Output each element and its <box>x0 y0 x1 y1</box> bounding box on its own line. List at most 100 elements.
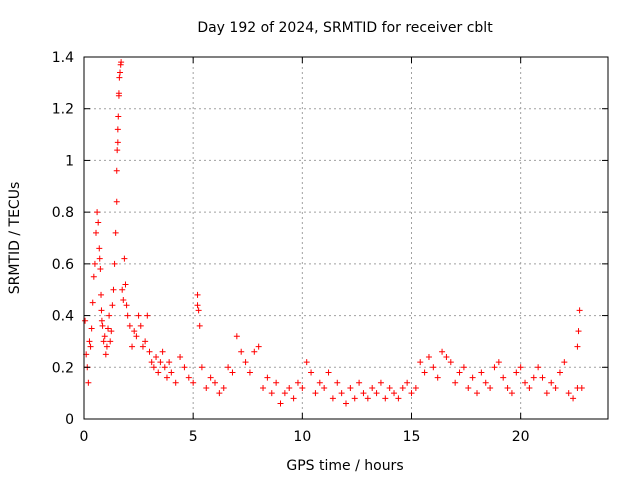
data-point <box>334 379 341 386</box>
data-point <box>421 369 428 376</box>
data-point <box>395 395 402 402</box>
data-point <box>195 307 202 314</box>
data-point <box>364 395 371 402</box>
data-point <box>137 322 144 329</box>
data-point <box>113 167 120 174</box>
data-point <box>277 400 284 407</box>
x-axis-label: GPS time / hours <box>286 458 403 474</box>
data-point <box>113 198 120 205</box>
data-point <box>116 74 123 81</box>
data-point <box>120 297 127 304</box>
grid <box>84 57 608 419</box>
data-point <box>482 379 489 386</box>
data-point <box>465 384 472 391</box>
plot-frame <box>83 56 609 420</box>
data-point <box>329 395 336 402</box>
data-point <box>157 359 164 366</box>
data-point <box>242 359 249 366</box>
data-point <box>391 390 398 397</box>
data-point <box>103 343 110 350</box>
data-point <box>163 374 170 381</box>
data-point <box>434 374 441 381</box>
data-point <box>94 209 101 216</box>
data-point <box>225 364 232 371</box>
data-point <box>369 384 376 391</box>
data-point <box>548 379 555 386</box>
data-point <box>148 359 155 366</box>
data-point <box>115 90 122 97</box>
data-point <box>142 338 149 345</box>
data-point <box>456 369 463 376</box>
data-point <box>264 374 271 381</box>
data-point <box>299 384 306 391</box>
data-point <box>303 359 310 366</box>
data-point <box>129 343 136 350</box>
data-point <box>360 390 367 397</box>
data-points <box>82 59 585 407</box>
data-point <box>90 273 97 280</box>
data-point <box>111 260 118 267</box>
data-point <box>316 379 323 386</box>
data-point <box>373 390 380 397</box>
data-point <box>131 328 138 335</box>
data-point <box>246 369 253 376</box>
data-point <box>290 395 297 402</box>
data-point <box>85 379 92 386</box>
data-point <box>87 343 94 350</box>
data-point <box>86 338 93 345</box>
data-point <box>105 325 112 332</box>
x-tick-label: 10 <box>293 429 311 445</box>
data-point <box>172 379 179 386</box>
data-point <box>517 364 524 371</box>
axis-ticks: 0 0.2 0.4 0.6 0.8 1 1.2 1.4 0 5 10 15 20 <box>52 50 608 445</box>
data-point <box>121 255 128 262</box>
data-point <box>108 328 115 335</box>
data-point <box>97 266 104 273</box>
data-point <box>504 384 511 391</box>
data-point <box>325 369 332 376</box>
data-point <box>500 374 507 381</box>
data-point <box>93 229 100 236</box>
data-point <box>98 317 105 324</box>
data-point <box>198 364 205 371</box>
data-point <box>194 302 201 309</box>
data-point <box>578 384 585 391</box>
data-point <box>196 322 203 329</box>
data-point <box>106 312 113 319</box>
data-point <box>82 317 89 324</box>
y-tick-label: 0.6 <box>52 257 74 273</box>
data-point <box>118 59 125 66</box>
data-point <box>229 369 236 376</box>
data-point <box>238 348 245 355</box>
data-point <box>338 390 345 397</box>
data-point <box>220 384 227 391</box>
data-point <box>255 343 262 350</box>
data-point <box>522 379 529 386</box>
data-point <box>343 400 349 407</box>
data-point <box>233 333 240 340</box>
data-point <box>273 379 280 386</box>
data-point <box>133 333 140 340</box>
data-point <box>98 307 105 314</box>
data-point <box>102 351 109 358</box>
data-point <box>181 364 188 371</box>
data-point <box>575 328 582 335</box>
y-tick-label: 0.4 <box>52 309 74 325</box>
data-point <box>268 390 275 397</box>
data-point <box>312 390 319 397</box>
data-point <box>474 390 480 397</box>
data-point <box>251 348 258 355</box>
data-point <box>570 395 577 402</box>
data-point <box>153 353 160 360</box>
data-point <box>168 369 175 376</box>
y-axis-label: SRMTID / TECUs <box>7 182 23 295</box>
data-point <box>146 348 153 355</box>
data-point <box>88 325 95 332</box>
data-point <box>96 245 103 252</box>
data-point <box>96 255 103 262</box>
data-point <box>574 343 581 350</box>
data-point <box>114 139 121 146</box>
data-point <box>166 359 173 366</box>
data-point <box>495 359 502 366</box>
data-point <box>508 390 515 397</box>
